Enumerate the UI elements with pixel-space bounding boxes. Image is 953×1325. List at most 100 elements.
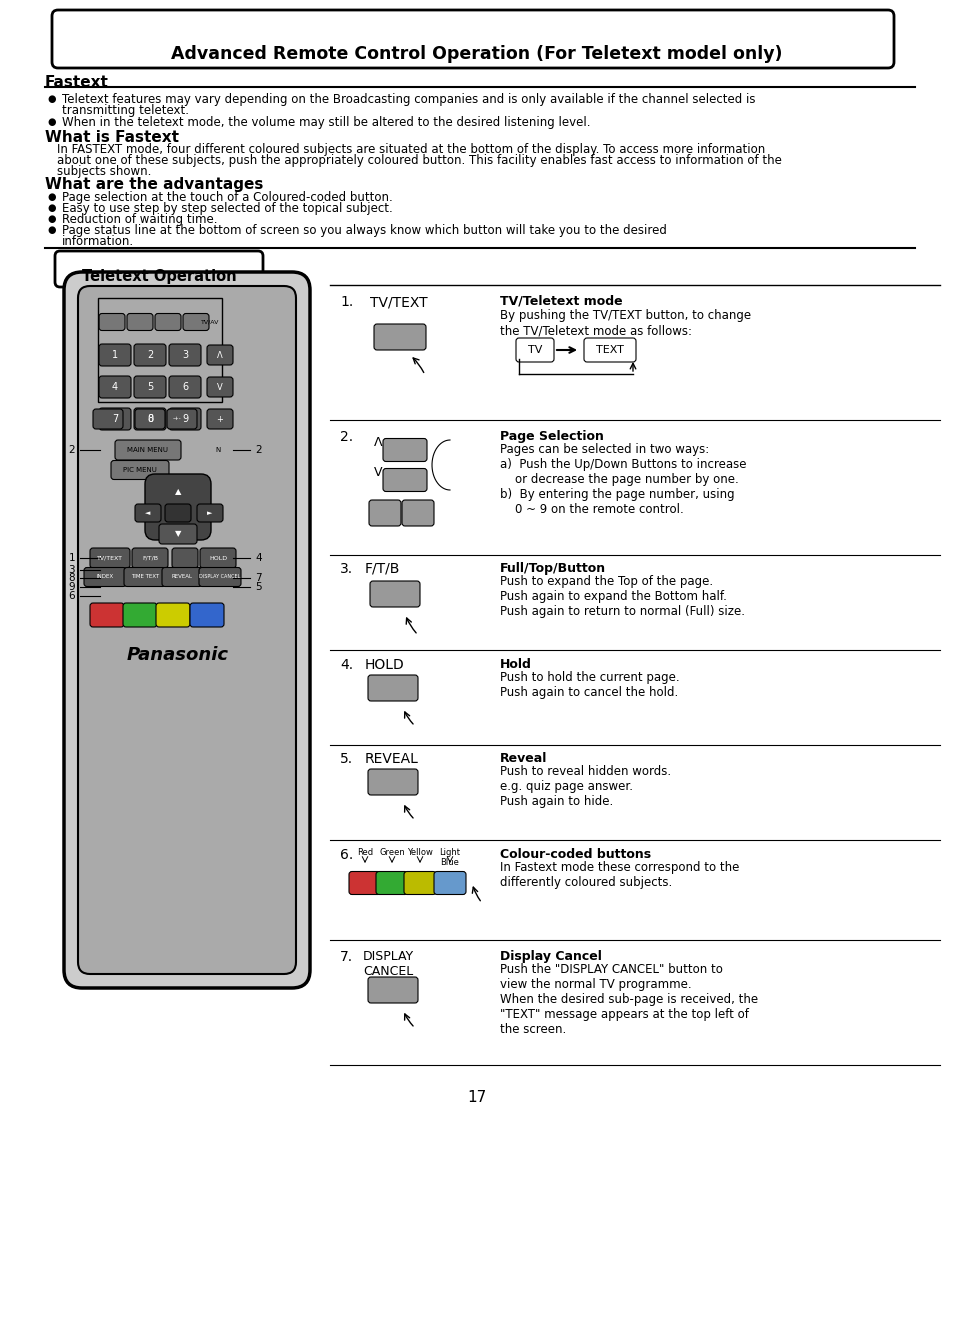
FancyBboxPatch shape [516, 338, 554, 362]
Text: INDEX: INDEX [96, 575, 113, 579]
Text: 4: 4 [112, 382, 118, 392]
FancyBboxPatch shape [99, 408, 131, 431]
Text: 17: 17 [467, 1090, 486, 1105]
FancyBboxPatch shape [64, 272, 310, 988]
Text: Teletext Operation: Teletext Operation [82, 269, 236, 284]
FancyBboxPatch shape [55, 250, 263, 288]
FancyBboxPatch shape [133, 344, 166, 366]
FancyBboxPatch shape [207, 378, 233, 397]
Text: Λ: Λ [217, 351, 223, 359]
Text: ●: ● [47, 225, 55, 235]
FancyBboxPatch shape [382, 439, 427, 461]
Text: TEXT: TEXT [596, 344, 623, 355]
Text: Advanced Remote Control Operation (For Teletext model only): Advanced Remote Control Operation (For T… [172, 45, 781, 64]
Text: TV/AV: TV/AV [200, 319, 219, 325]
Text: 1.: 1. [339, 295, 353, 309]
Text: Push the "DISPLAY CANCEL" button to
view the normal TV programme.
When the desir: Push the "DISPLAY CANCEL" button to view… [499, 963, 758, 1036]
FancyBboxPatch shape [159, 482, 196, 502]
FancyBboxPatch shape [159, 523, 196, 545]
Text: 3.: 3. [339, 562, 353, 576]
Text: ●: ● [47, 192, 55, 201]
Text: 5: 5 [147, 382, 153, 392]
Text: 9: 9 [69, 582, 75, 592]
Text: REVEAL: REVEAL [365, 753, 418, 766]
FancyBboxPatch shape [169, 408, 201, 431]
Text: Fastext: Fastext [45, 76, 109, 90]
Text: When in the teletext mode, the volume may still be altered to the desired listen: When in the teletext mode, the volume ma… [62, 117, 590, 129]
Text: MAIN MENU: MAIN MENU [128, 447, 169, 453]
Text: ▼: ▼ [174, 530, 181, 538]
FancyBboxPatch shape [133, 376, 166, 398]
Text: -+-: -+- [172, 416, 181, 421]
Text: 2: 2 [147, 350, 153, 360]
Text: 1: 1 [69, 553, 75, 563]
FancyBboxPatch shape [135, 504, 161, 522]
Text: 8: 8 [147, 413, 152, 424]
FancyBboxPatch shape [382, 469, 427, 492]
Text: ▲: ▲ [174, 488, 181, 497]
Text: TV/TEXT: TV/TEXT [97, 555, 123, 560]
Text: ►: ► [207, 510, 213, 515]
FancyBboxPatch shape [368, 674, 417, 701]
Text: ●: ● [47, 215, 55, 224]
Text: ●: ● [47, 94, 55, 103]
Text: Display Cancel: Display Cancel [499, 950, 601, 963]
Text: DISPLAY
CANCEL: DISPLAY CANCEL [363, 950, 414, 978]
Text: F/T/B: F/T/B [142, 555, 158, 560]
Text: V: V [374, 465, 382, 478]
FancyBboxPatch shape [135, 409, 165, 429]
Text: ●: ● [47, 117, 55, 127]
Text: PIC MENU: PIC MENU [123, 466, 157, 473]
Text: V: V [217, 383, 223, 391]
FancyBboxPatch shape [145, 474, 211, 541]
FancyBboxPatch shape [99, 376, 131, 398]
FancyBboxPatch shape [132, 549, 168, 568]
FancyBboxPatch shape [90, 549, 130, 568]
Text: 4.: 4. [339, 659, 353, 672]
Text: transmitting teletext.: transmitting teletext. [62, 103, 189, 117]
FancyBboxPatch shape [375, 872, 408, 894]
Text: 6: 6 [182, 382, 188, 392]
FancyBboxPatch shape [169, 376, 201, 398]
Text: N: N [215, 447, 220, 453]
FancyBboxPatch shape [123, 603, 157, 627]
FancyBboxPatch shape [434, 872, 465, 894]
Text: ◄: ◄ [145, 510, 151, 515]
FancyBboxPatch shape [183, 314, 209, 330]
Text: DISPLAY CANCEL: DISPLAY CANCEL [199, 575, 240, 579]
FancyBboxPatch shape [154, 314, 181, 330]
FancyBboxPatch shape [99, 314, 125, 330]
FancyBboxPatch shape [99, 344, 131, 366]
Text: Reveal: Reveal [499, 753, 547, 765]
Text: Colour-coded buttons: Colour-coded buttons [499, 848, 651, 861]
Text: F/T/B: F/T/B [365, 562, 400, 576]
Text: Push to hold the current page.
Push again to cancel the hold.: Push to hold the current page. Push agai… [499, 670, 679, 700]
Text: By pushing the TV/TEXT button, to change
the TV/Teletext mode as follows:: By pushing the TV/TEXT button, to change… [499, 309, 750, 337]
Text: subjects shown.: subjects shown. [57, 166, 152, 178]
Text: Pages can be selected in two ways:
a)  Push the Up/Down Buttons to increase
    : Pages can be selected in two ways: a) Pu… [499, 443, 745, 515]
Text: Page status line at the bottom of screen so you always know which button will ta: Page status line at the bottom of screen… [62, 224, 666, 237]
FancyBboxPatch shape [127, 314, 152, 330]
Text: 0: 0 [147, 413, 152, 424]
FancyBboxPatch shape [349, 872, 380, 894]
Text: ●: ● [47, 203, 55, 213]
FancyBboxPatch shape [368, 977, 417, 1003]
FancyBboxPatch shape [370, 580, 419, 607]
Text: HOLD: HOLD [365, 659, 404, 672]
Text: 3: 3 [69, 564, 75, 575]
FancyBboxPatch shape [200, 549, 235, 568]
Text: What are the advantages: What are the advantages [45, 178, 263, 192]
FancyBboxPatch shape [92, 409, 123, 429]
Text: 5: 5 [254, 582, 261, 592]
Text: Push to reveal hidden words.
e.g. quiz page answer.
Push again to hide.: Push to reveal hidden words. e.g. quiz p… [499, 765, 670, 808]
FancyBboxPatch shape [165, 504, 191, 522]
Text: 9: 9 [182, 413, 188, 424]
Text: REVEAL: REVEAL [172, 575, 193, 579]
Text: 2: 2 [69, 445, 75, 454]
Text: 8: 8 [69, 572, 75, 583]
FancyBboxPatch shape [111, 461, 169, 480]
FancyBboxPatch shape [52, 11, 893, 68]
FancyBboxPatch shape [403, 872, 436, 894]
Text: 4: 4 [254, 553, 261, 563]
FancyBboxPatch shape [583, 338, 636, 362]
